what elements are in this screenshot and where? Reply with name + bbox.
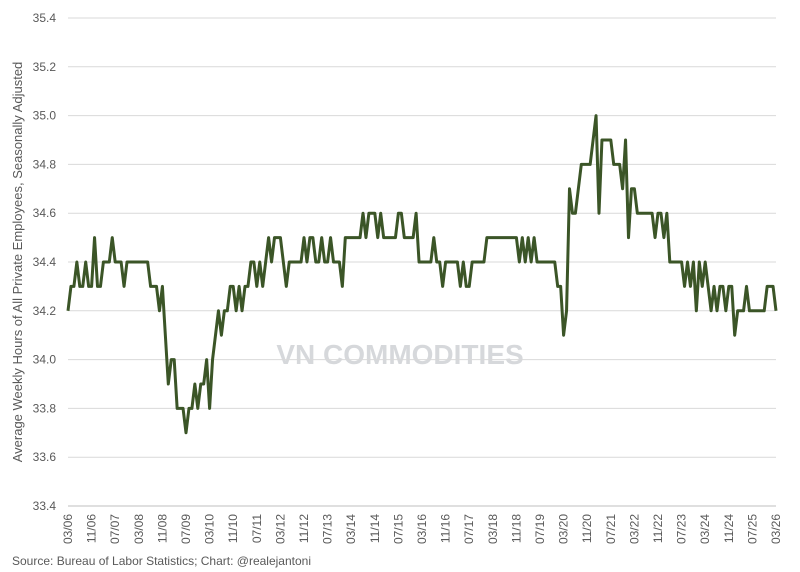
y-tick-label: 34.8 <box>33 157 57 171</box>
x-tick-label: 03/18 <box>486 514 500 544</box>
x-tick-label: 11/14 <box>368 514 382 543</box>
x-tick-label: 07/15 <box>391 514 405 544</box>
x-tick-label: 11/10 <box>226 514 240 543</box>
y-tick-label: 35.2 <box>33 60 57 74</box>
x-tick-label: 11/22 <box>651 514 665 543</box>
x-tick-label: 03/06 <box>61 514 75 544</box>
y-tick-label: 34.6 <box>33 206 57 220</box>
x-tick-label: 11/08 <box>155 514 169 543</box>
x-tick-label: 07/07 <box>108 514 122 544</box>
y-tick-label: 34.2 <box>33 304 57 318</box>
y-tick-label: 35.4 <box>33 11 57 25</box>
x-tick-label: 07/13 <box>321 514 335 544</box>
x-tick-label: 03/26 <box>769 514 783 544</box>
y-tick-label: 33.4 <box>33 499 57 513</box>
x-tick-label: 03/24 <box>698 514 712 544</box>
x-tick-label: 03/08 <box>132 514 146 544</box>
x-tick-label: 03/14 <box>344 514 358 544</box>
y-tick-label: 33.6 <box>33 450 57 464</box>
x-tick-label: 11/16 <box>439 514 453 543</box>
watermark: VN COMMODITIES <box>276 339 523 370</box>
x-tick-label: 07/11 <box>250 514 264 543</box>
y-tick-label: 35.0 <box>33 109 57 123</box>
x-tick-label: 07/21 <box>604 514 618 544</box>
x-tick-label: 03/20 <box>557 514 571 544</box>
x-tick-label: 11/24 <box>722 514 736 543</box>
x-tick-label: 11/18 <box>509 514 523 543</box>
line <box>66 114 778 435</box>
x-tick-label: 11/12 <box>297 514 311 543</box>
x-tick-label: 07/23 <box>675 514 689 544</box>
x-tick-label: 03/22 <box>627 514 641 544</box>
source: Source: Bureau of Labor Statistics; Char… <box>12 554 311 568</box>
x-tick-label: 07/17 <box>462 514 476 544</box>
x-tick-label: 03/10 <box>203 514 217 544</box>
y-axis-title: Average Weekly Hours of All Private Empl… <box>10 62 25 463</box>
x-tick-label: 07/19 <box>533 514 547 544</box>
x-tick-label: 11/06 <box>85 514 99 543</box>
x-tick-label: 03/12 <box>273 514 287 544</box>
x-tick-label: 03/16 <box>415 514 429 544</box>
y-tick-label: 34.4 <box>33 255 57 269</box>
y-tick-label: 33.8 <box>33 401 57 415</box>
y-tick-label: 34.0 <box>33 353 57 367</box>
x-tick-label: 11/20 <box>580 514 594 543</box>
x-tick-label: 07/25 <box>745 514 759 544</box>
x-tick-label: 07/09 <box>179 514 193 544</box>
